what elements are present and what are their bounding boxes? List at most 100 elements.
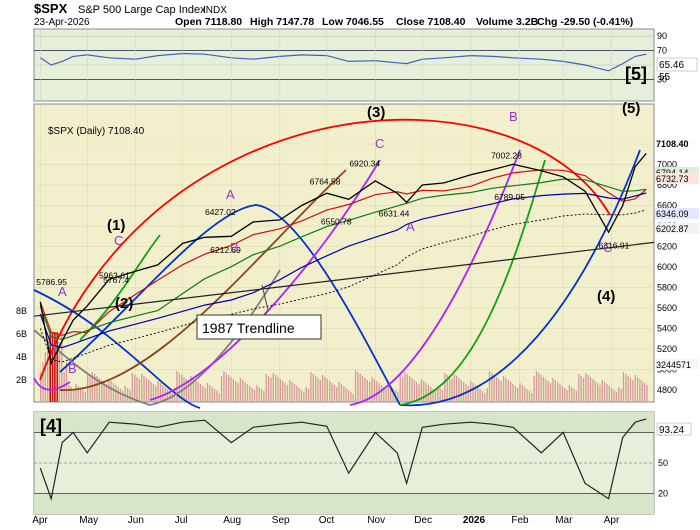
price-annotation: 6631.44 [379, 208, 410, 218]
volume-bar [524, 387, 526, 402]
volume-bar [634, 375, 636, 402]
volume-bar [359, 374, 361, 402]
volume-bar [148, 380, 150, 402]
volume-bar [481, 391, 484, 402]
volume-bar [256, 385, 258, 402]
volume-bar [289, 380, 291, 402]
exchange-label: INDX [203, 5, 227, 16]
right-value-box [655, 138, 699, 149]
abc-label: C [375, 136, 384, 151]
volume-bar [366, 380, 368, 402]
trendline [33, 241, 655, 317]
volume-bar [202, 386, 204, 402]
volume-bar [206, 383, 209, 402]
abc-label: A [406, 219, 415, 234]
volume-bar [627, 376, 629, 402]
volume-bar [216, 391, 218, 402]
volume-bar [181, 375, 183, 402]
top-y-tick: 90 [657, 31, 667, 41]
volume-bar [58, 342, 61, 402]
right-value-label: 6346.09 [656, 209, 689, 219]
volume-bar [498, 379, 500, 402]
volume-bar [310, 372, 312, 402]
volume-bar [430, 387, 432, 402]
volume-bar [108, 379, 110, 402]
moving-averages [39, 169, 647, 363]
ticker-symbol: $SPX [34, 1, 68, 16]
volume-bar [265, 374, 267, 402]
volume-bar [568, 385, 571, 402]
volume-bar [91, 372, 93, 402]
volume-bar [585, 373, 587, 402]
volume-bar [152, 384, 155, 402]
volume-bar [251, 388, 253, 402]
volume-bar [458, 378, 460, 402]
right-y-tick: 5800 [657, 283, 677, 293]
volume-bar [519, 383, 521, 402]
volume-bar [275, 375, 277, 402]
date-label: 23-Apr-2026 [34, 17, 90, 28]
right-value-box [655, 208, 699, 219]
volume-bar [336, 387, 338, 402]
red-arc [39, 118, 611, 381]
volume-bar [235, 381, 237, 402]
left-volume-tick: 2B [16, 375, 27, 385]
abc-label: C [114, 233, 123, 248]
right-value-box [655, 167, 699, 178]
volume-bar [397, 392, 399, 402]
volume-bar [369, 382, 371, 402]
volume-bar [385, 389, 387, 402]
volume-bar [195, 380, 197, 402]
volume-bar [404, 372, 406, 402]
high-label: High 7147.78 [250, 16, 314, 28]
volume-bar [484, 393, 486, 402]
volume-bar [493, 375, 495, 402]
volume-bar [512, 384, 514, 402]
price-annotation: 5963.61 [99, 271, 130, 281]
volume-bar-spike [54, 332, 56, 402]
volume-bar [549, 383, 552, 402]
volume-bar [446, 375, 448, 402]
rsi-wave-label: [4] [40, 416, 62, 436]
volume-bar [249, 386, 251, 402]
low-label: Low 7046.55 [322, 16, 384, 28]
volume-bar [622, 372, 625, 402]
x-tick-label: May [79, 515, 98, 526]
volume-bar [63, 372, 65, 402]
volume-bar [599, 385, 601, 402]
volume-bar [331, 383, 333, 402]
volume-bar [47, 342, 49, 402]
volume-bar [117, 387, 119, 402]
volume-bar [317, 378, 319, 402]
volume-bar [423, 381, 425, 402]
volume-bars: 8B 6B 4B 2B [16, 306, 648, 402]
volume-bar [68, 385, 70, 402]
price-annotation: 7002.28 [491, 150, 522, 160]
volume-bar [521, 385, 524, 402]
volume-bar [110, 381, 112, 402]
volume-bar [542, 377, 545, 402]
volume-bar [361, 376, 364, 402]
volume-bar [345, 388, 347, 402]
purple-arc-2 [349, 149, 521, 406]
volume-bar [228, 375, 230, 402]
volume-bar [488, 371, 491, 402]
right-y-tick: 5400 [657, 324, 677, 334]
wave-label: (3) [367, 104, 385, 121]
volume-bar [124, 386, 126, 402]
volume-bar [218, 393, 220, 402]
volume-bar [453, 374, 455, 402]
volume-bar [533, 376, 535, 402]
abc-label: B [68, 361, 77, 376]
volume-bar [639, 379, 641, 402]
right-y-tick: 5200 [657, 344, 677, 354]
volume-bar [75, 384, 77, 402]
right-y-tick: 7000 [657, 160, 677, 170]
right-value-box [655, 359, 699, 370]
volume-bar [96, 376, 98, 402]
volume-bar [352, 394, 354, 402]
volume-bar [613, 390, 615, 402]
rsi-y-tick: 50 [658, 458, 668, 468]
volume-bar [451, 379, 453, 402]
volume-bar [350, 392, 352, 402]
